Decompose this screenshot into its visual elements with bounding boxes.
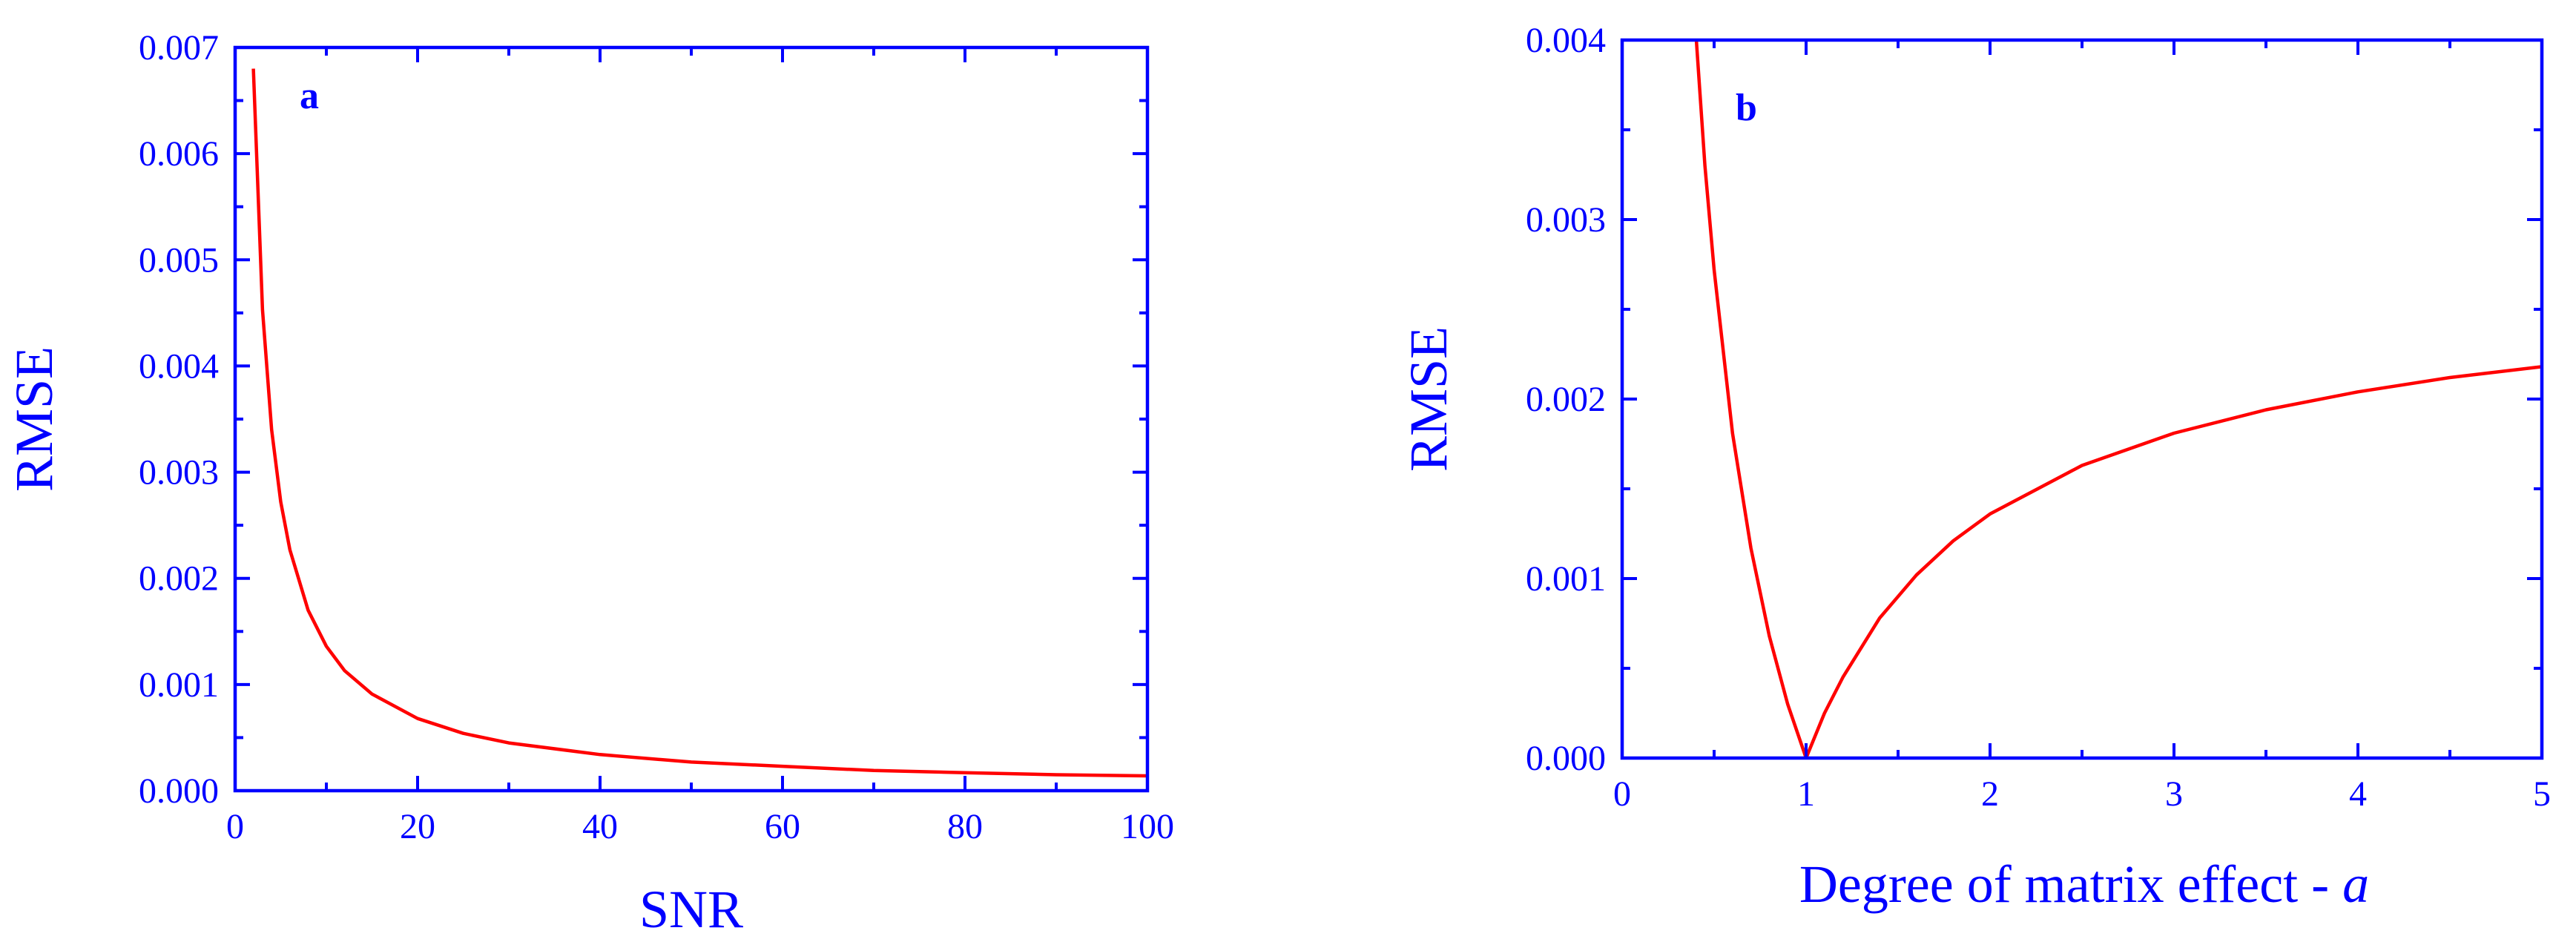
y-tick-labels-b: 0.000 0.001 0.002 0.003 0.004 bbox=[1526, 21, 1606, 778]
y-axis-label-b: RMSE bbox=[1399, 326, 1458, 472]
chart-panel-b: 0 1 2 3 4 5 0.000 0.001 0.002 0.003 0.004 b Degre… bbox=[1399, 21, 2551, 914]
x-axis-label-a: SNR bbox=[639, 880, 743, 939]
y-tick-label: 0.006 bbox=[139, 134, 219, 174]
x-axis-label-b-text: Degree of matrix effect - bbox=[1799, 854, 2342, 914]
y-tick-label: 0.003 bbox=[1526, 200, 1606, 240]
y-tick-label: 0.000 bbox=[139, 771, 219, 811]
x-tick-labels-b: 0 1 2 3 4 5 bbox=[1613, 774, 2551, 814]
chart-panel-a: 0 20 40 60 80 100 0.0000.0010.0020.0030.0040.… bbox=[4, 28, 1174, 939]
x-tick-label: 4 bbox=[2349, 774, 2367, 814]
series-line-b bbox=[1694, 40, 2542, 758]
y-tick-label: 0.001 bbox=[1526, 559, 1606, 599]
panel-label-a: a bbox=[300, 75, 319, 117]
y-tick-label: 0.001 bbox=[139, 665, 219, 705]
y-tick-label: 0.002 bbox=[139, 559, 219, 599]
y-tick-label: 0.007 bbox=[139, 28, 219, 67]
x-tick-label: 3 bbox=[2165, 774, 2183, 814]
y-tick-label: 0.004 bbox=[139, 346, 219, 386]
plot-frame-a bbox=[233, 45, 1150, 793]
x-tick-label: 80 bbox=[947, 807, 983, 846]
series-line-a bbox=[251, 68, 1147, 778]
x-axis-label-b-variable: a bbox=[2342, 854, 2369, 914]
ticks-a bbox=[234, 46, 1149, 792]
x-tick-label: 100 bbox=[1121, 807, 1174, 846]
y-tick-label: 0.000 bbox=[1526, 739, 1606, 778]
x-tick-label: 0 bbox=[1613, 774, 1631, 814]
y-tick-label: 0.003 bbox=[139, 453, 219, 493]
x-tick-label: 40 bbox=[582, 807, 618, 846]
x-tick-label: 2 bbox=[1981, 774, 1999, 814]
x-tick-label: 5 bbox=[2533, 774, 2551, 814]
y-tick-labels-a: 0.000 0.001 0.002 0.003 0.004 0.005 0.006 0.007 bbox=[139, 28, 219, 811]
ticks-b bbox=[1621, 39, 2543, 760]
y-tick-label: 0.004 bbox=[1526, 21, 1606, 60]
y-tick-label: 0.002 bbox=[1526, 380, 1606, 419]
x-tick-label: 1 bbox=[1797, 774, 1815, 814]
x-tick-label: 20 bbox=[400, 807, 435, 846]
x-tick-label: 60 bbox=[765, 807, 800, 846]
y-axis-label-a: RMSE bbox=[4, 346, 64, 492]
x-tick-labels-a: 0 20 40 60 80 100 bbox=[226, 807, 1174, 846]
x-tick-label: 0 bbox=[226, 807, 244, 846]
plot-frame-b bbox=[1620, 38, 2544, 760]
y-tick-label: 0.005 bbox=[139, 240, 219, 280]
panel-label-b: b bbox=[1736, 87, 1757, 129]
x-axis-label-b: Degree of matrix effect - a bbox=[1799, 854, 2369, 914]
